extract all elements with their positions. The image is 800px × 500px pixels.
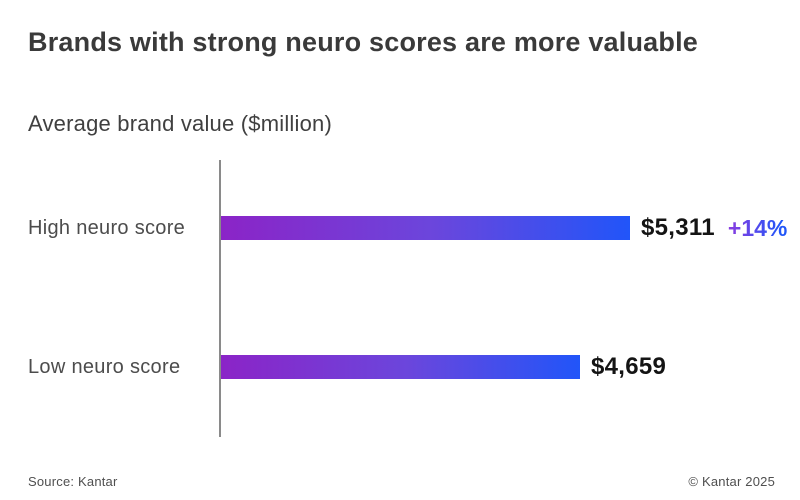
bar-row-low-neuro: Low neuro score $4,659 bbox=[0, 353, 800, 380]
value-label-low-neuro: $4,659 bbox=[591, 353, 667, 380]
source-note: Source: Kantar bbox=[28, 474, 118, 489]
category-label-high-neuro: High neuro score bbox=[28, 216, 186, 239]
value-label-high-neuro: $5,311 bbox=[641, 214, 715, 241]
bar-high-neuro bbox=[221, 216, 630, 240]
category-label-low-neuro: Low neuro score bbox=[28, 355, 181, 378]
copyright-note: © Kantar 2025 bbox=[688, 474, 775, 489]
bar-row-high-neuro: High neuro score $5,311 +14% bbox=[0, 214, 800, 241]
chart-title: Brands with strong neuro scores are more… bbox=[28, 27, 698, 57]
bar-low-neuro bbox=[221, 355, 580, 379]
y-axis-line bbox=[219, 160, 221, 437]
chart-subtitle: Average brand value ($million) bbox=[28, 111, 332, 136]
delta-annotation: +14% bbox=[727, 214, 788, 241]
